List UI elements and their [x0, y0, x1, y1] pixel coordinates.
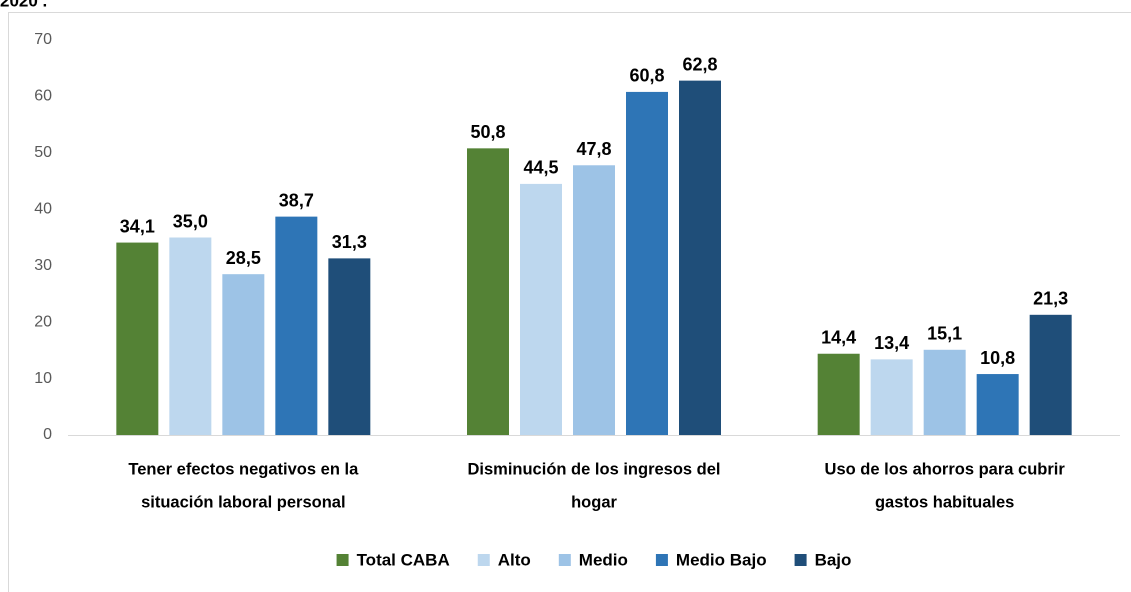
- data-label: 62,8: [682, 54, 717, 74]
- bar: [817, 353, 860, 435]
- data-label: 21,3: [1033, 289, 1068, 309]
- data-label: 31,3: [332, 232, 367, 252]
- bar: [870, 359, 913, 435]
- legend-swatch: [336, 554, 349, 566]
- data-label: 47,8: [576, 139, 611, 159]
- y-tick-label: 20: [34, 313, 52, 330]
- x-tick-label: situación laboral personal: [141, 493, 345, 511]
- y-tick-label: 10: [34, 370, 52, 387]
- legend-swatch: [558, 554, 571, 566]
- data-label: 13,4: [874, 333, 909, 353]
- legend-label: Medio: [579, 550, 628, 569]
- data-label: 50,8: [470, 122, 505, 142]
- y-tick-label: 40: [34, 201, 52, 218]
- bar: [328, 258, 371, 435]
- bar: [169, 237, 212, 435]
- x-tick-label: hogar: [571, 493, 617, 511]
- legend-label: Medio Bajo: [676, 550, 767, 569]
- y-tick-label: 30: [34, 257, 52, 274]
- bar: [520, 183, 562, 435]
- y-tick-label: 0: [43, 426, 52, 443]
- bar: [573, 165, 615, 435]
- bar: [1029, 314, 1072, 435]
- legend-label: Bajo: [815, 550, 852, 569]
- data-label: 14,4: [821, 327, 856, 347]
- bar: [679, 80, 721, 435]
- x-tick-label: gastos habituales: [875, 493, 1014, 511]
- legend-swatch: [794, 554, 807, 566]
- chart-title: 2020 .: [0, 0, 47, 10]
- bar: [976, 374, 1019, 435]
- data-label: 10,8: [980, 348, 1015, 368]
- data-label: 34,1: [120, 216, 155, 236]
- y-tick-label: 70: [34, 31, 52, 48]
- bar: [626, 91, 668, 436]
- bar: [923, 349, 966, 435]
- legend-swatch: [477, 554, 490, 566]
- data-label: 60,8: [629, 66, 664, 86]
- data-label: 28,5: [226, 248, 261, 268]
- legend-label: Total CABA: [357, 550, 450, 569]
- legend-label: Alto: [498, 550, 531, 569]
- y-tick-label: 50: [34, 144, 52, 161]
- x-tick-label: Disminución de los ingresos del: [467, 460, 720, 478]
- y-tick-label: 60: [34, 88, 52, 105]
- data-label: 35,0: [173, 211, 208, 231]
- data-label: 44,5: [523, 158, 558, 178]
- bar: [467, 148, 509, 436]
- legend-swatch: [655, 554, 668, 566]
- data-label: 38,7: [279, 190, 314, 210]
- data-label: 15,1: [927, 324, 962, 344]
- bar: [275, 216, 318, 435]
- bar: [222, 274, 265, 435]
- x-tick-label: Tener efectos negativos en la: [128, 460, 359, 478]
- bar: [116, 242, 159, 435]
- x-tick-label: Uso de los ahorros para cubrir: [825, 460, 1066, 478]
